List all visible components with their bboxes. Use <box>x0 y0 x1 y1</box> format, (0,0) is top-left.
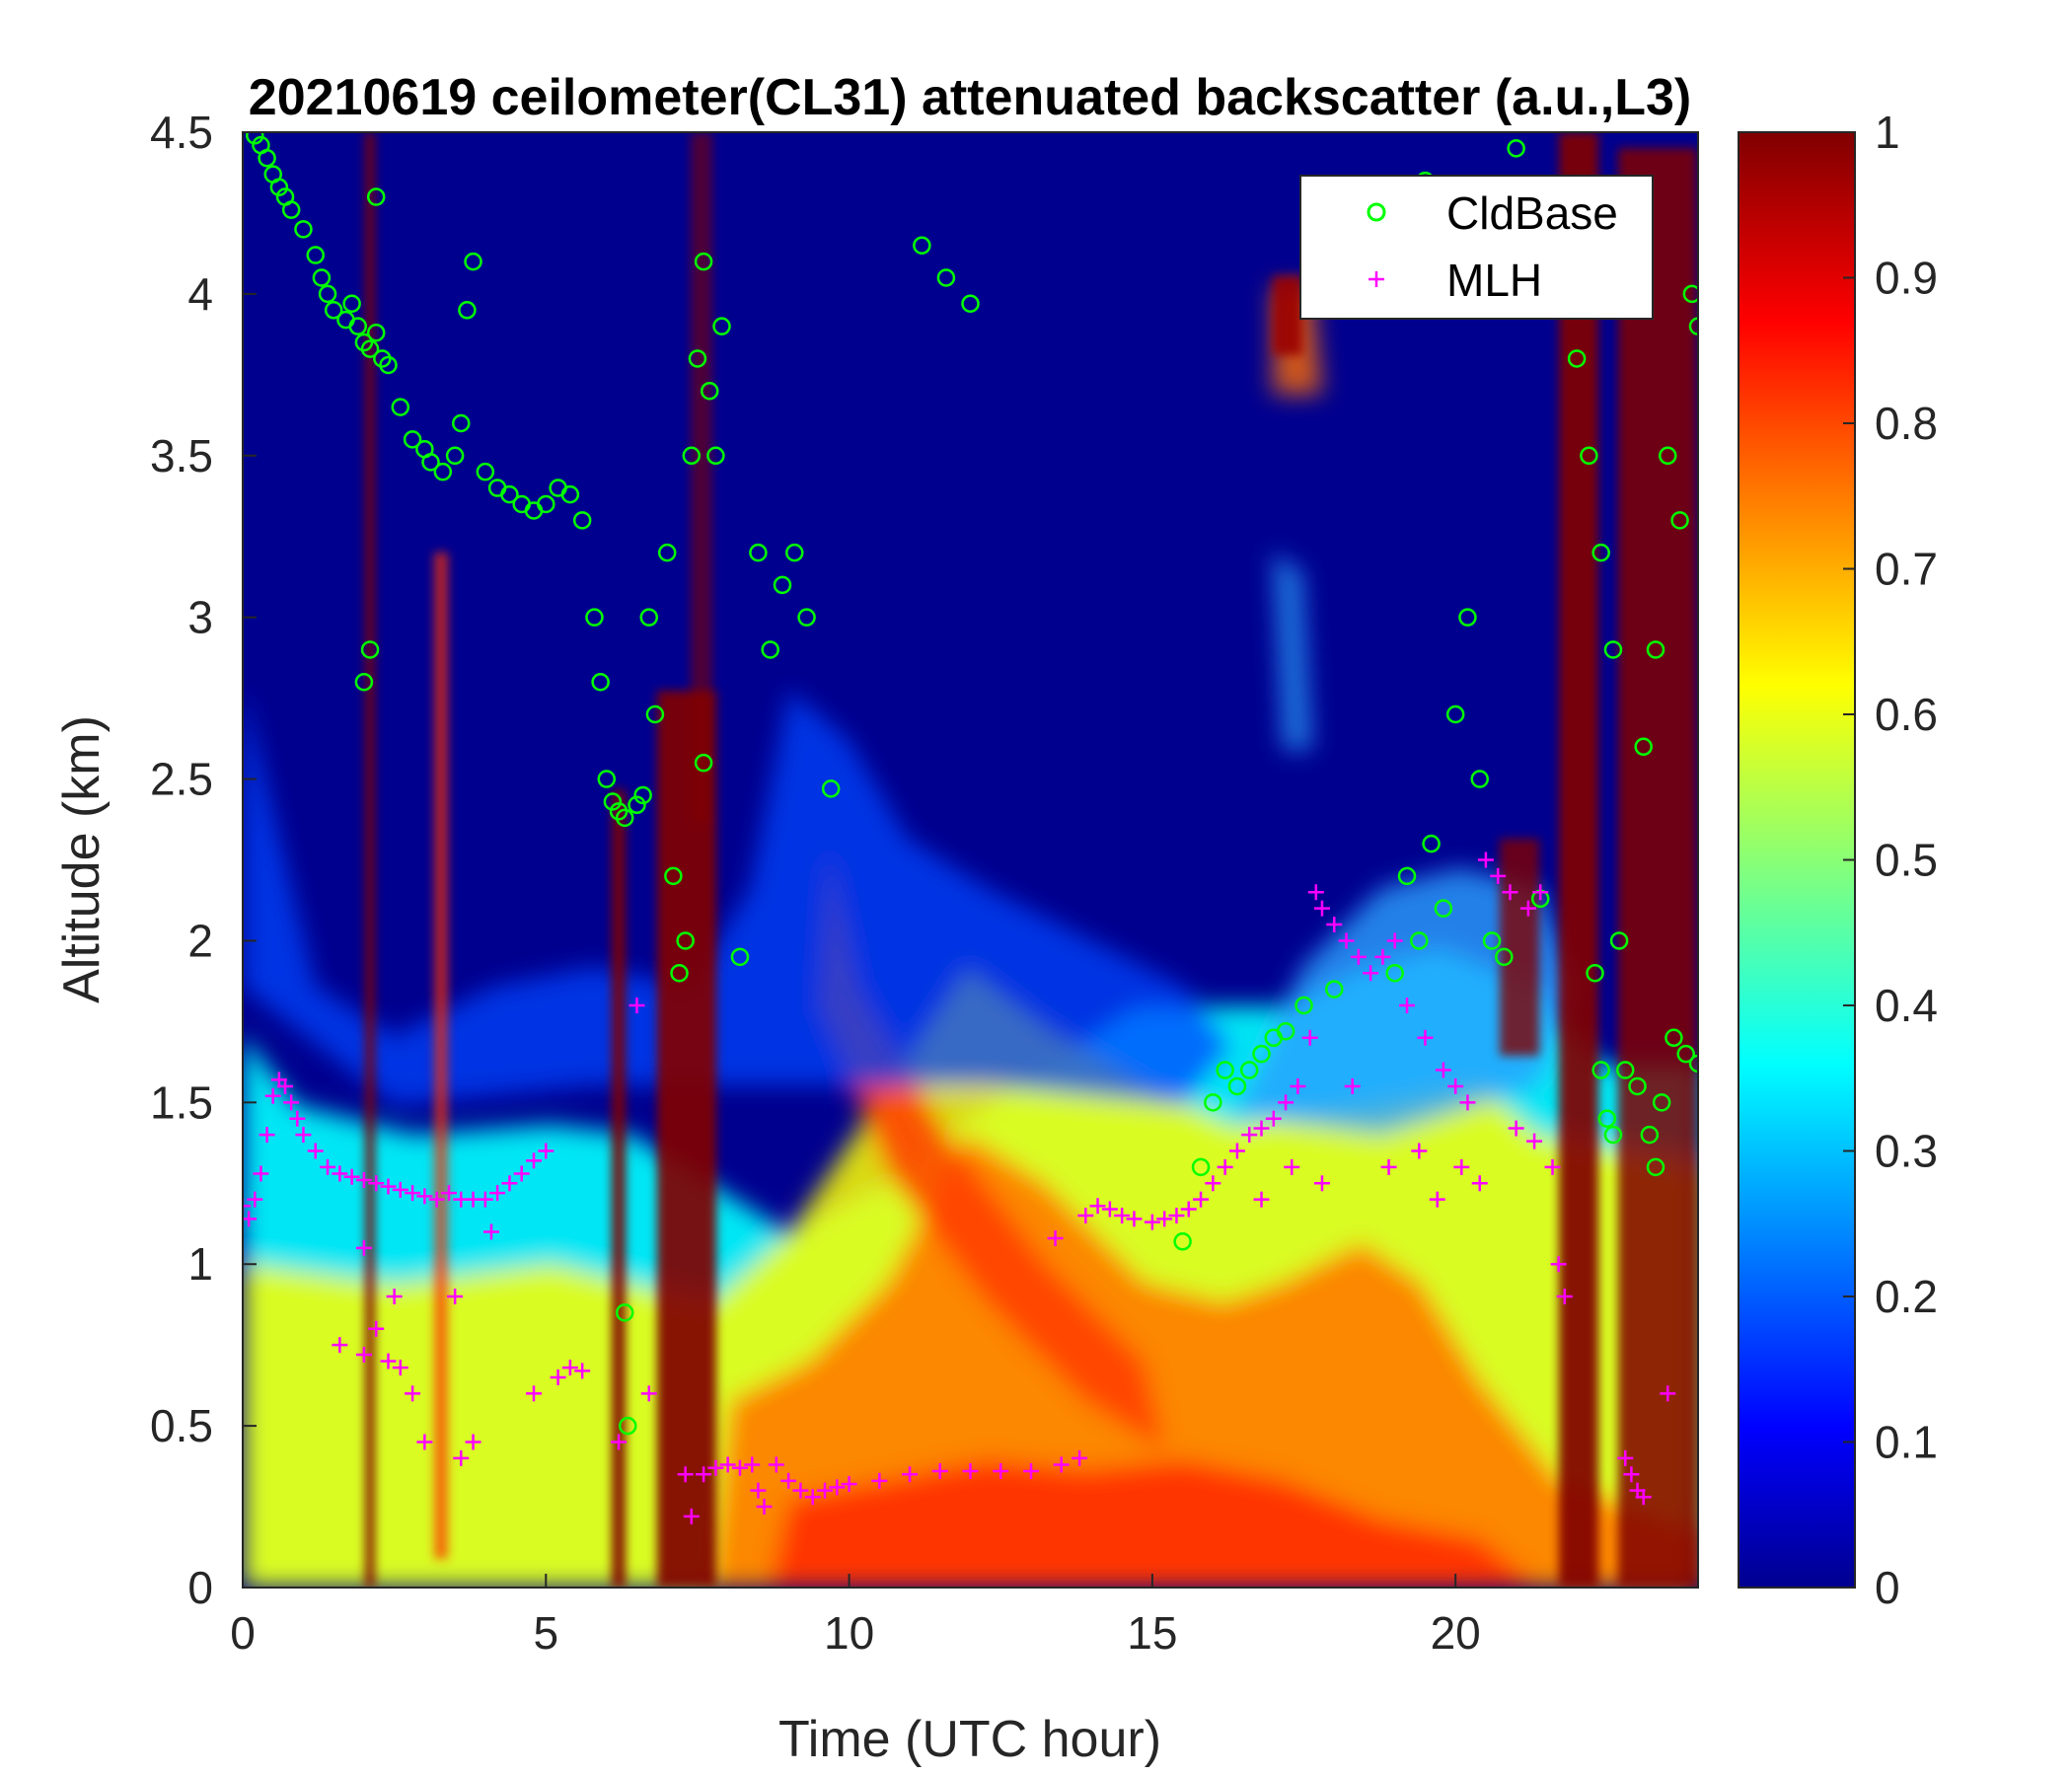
y-tick-label: 3 <box>187 592 213 643</box>
x-tick-label: 15 <box>1127 1607 1177 1659</box>
y-tick-label: 4 <box>187 268 213 320</box>
colorbar-tick-label: 0.1 <box>1875 1417 1938 1468</box>
y-axis-label: Altitude (km) <box>53 715 111 1003</box>
colorbar-tick-label: 0.4 <box>1875 980 1938 1031</box>
y-tick-label: 2 <box>187 915 213 966</box>
colorbar-tick-label: 0 <box>1875 1562 1900 1613</box>
y-tick-label: 4.5 <box>150 107 213 158</box>
y-tick-label: 0.5 <box>150 1400 213 1451</box>
colorbar-tick-label: 0.9 <box>1875 253 1938 304</box>
colorbar-tick-label: 0.3 <box>1875 1126 1938 1177</box>
colorbar-tick-label: 0.8 <box>1875 398 1938 449</box>
y-tick-label: 0 <box>187 1562 213 1613</box>
y-tick-label: 3.5 <box>150 430 213 481</box>
colorbar: 0 0.1 0.2 0.3 0.4 0.5 0.6 0.7 0.8 0.9 1 <box>1739 107 1938 1613</box>
colorbar-tick-label: 0.5 <box>1875 835 1938 886</box>
colorbar-tick-label: 0.6 <box>1875 689 1938 740</box>
x-tick-label: 10 <box>824 1607 874 1659</box>
x-axis-label: Time (UTC hour) <box>778 1711 1161 1768</box>
y-axis-ticks: 0 0.5 1 1.5 2 2.5 3 3.5 4 4.5 <box>150 107 257 1613</box>
colorbar-ticks: 0 0.1 0.2 0.3 0.4 0.5 0.6 0.7 0.8 0.9 1 <box>1843 107 1938 1613</box>
x-tick-label: 5 <box>533 1607 558 1659</box>
legend-mlh-label: MLH <box>1446 255 1542 306</box>
y-tick-label: 2.5 <box>150 754 213 805</box>
legend-cldbase-label: CldBase <box>1446 187 1618 239</box>
legend: CldBase MLH <box>1300 176 1653 319</box>
colorbar-tick-label: 0.7 <box>1875 544 1938 595</box>
colorbar-gradient <box>1739 132 1855 1588</box>
y-tick-label: 1.5 <box>150 1076 213 1128</box>
x-tick-label: 0 <box>230 1607 256 1659</box>
chart-title: 20210619 ceilometer(CL31) attenuated bac… <box>249 69 1691 126</box>
colorbar-tick-label: 0.2 <box>1875 1271 1938 1322</box>
y-tick-label: 1 <box>187 1238 213 1290</box>
x-tick-label: 20 <box>1431 1607 1481 1659</box>
colorbar-tick-label: 1 <box>1875 107 1900 158</box>
